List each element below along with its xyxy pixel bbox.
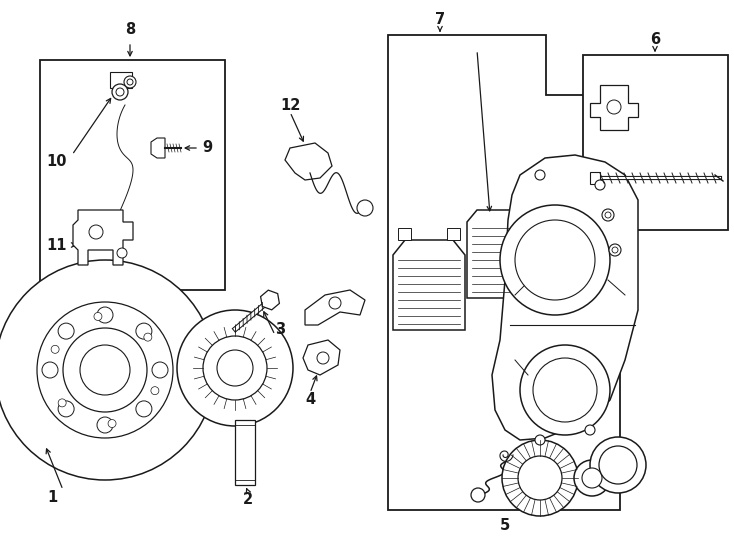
Circle shape: [574, 460, 610, 496]
Circle shape: [585, 425, 595, 435]
Text: 5: 5: [500, 518, 510, 534]
Circle shape: [136, 401, 152, 417]
Circle shape: [80, 345, 130, 395]
Circle shape: [51, 346, 59, 353]
Circle shape: [502, 440, 578, 516]
Circle shape: [329, 297, 341, 309]
Polygon shape: [590, 85, 638, 130]
Circle shape: [518, 456, 562, 500]
Circle shape: [595, 180, 605, 190]
Circle shape: [89, 225, 103, 239]
Circle shape: [117, 248, 127, 258]
Circle shape: [590, 437, 646, 493]
Circle shape: [0, 260, 215, 480]
Text: 6: 6: [650, 32, 660, 48]
Polygon shape: [467, 210, 535, 298]
Circle shape: [317, 352, 329, 364]
Bar: [110, 72, 132, 88]
Circle shape: [63, 328, 147, 412]
Circle shape: [42, 362, 58, 378]
Circle shape: [116, 88, 124, 96]
Polygon shape: [285, 143, 332, 180]
Bar: [590, 172, 600, 184]
Circle shape: [602, 209, 614, 221]
Text: 3: 3: [275, 322, 285, 338]
Text: 10: 10: [47, 154, 68, 170]
Polygon shape: [398, 228, 411, 240]
Polygon shape: [151, 138, 165, 158]
Circle shape: [471, 488, 485, 502]
Text: 8: 8: [125, 23, 135, 37]
Circle shape: [357, 200, 373, 216]
Circle shape: [607, 100, 621, 114]
Text: 12: 12: [280, 98, 300, 112]
Circle shape: [144, 333, 152, 341]
Circle shape: [97, 307, 113, 323]
Circle shape: [535, 435, 545, 445]
Circle shape: [605, 212, 611, 218]
Circle shape: [535, 170, 545, 180]
Bar: [235, 420, 255, 485]
Circle shape: [599, 446, 637, 484]
Circle shape: [612, 247, 618, 253]
Text: 7: 7: [435, 12, 445, 28]
Bar: [583, 55, 728, 230]
Circle shape: [97, 417, 113, 433]
Circle shape: [94, 313, 102, 320]
Circle shape: [151, 387, 159, 395]
Circle shape: [515, 220, 595, 300]
Polygon shape: [303, 340, 340, 375]
Polygon shape: [261, 290, 280, 310]
Polygon shape: [73, 210, 133, 265]
Polygon shape: [393, 240, 465, 330]
Circle shape: [609, 244, 621, 256]
Circle shape: [533, 358, 597, 422]
Circle shape: [58, 399, 66, 407]
Circle shape: [582, 468, 602, 488]
Text: 9: 9: [202, 140, 212, 156]
Text: 4: 4: [305, 393, 315, 408]
Circle shape: [177, 310, 293, 426]
Circle shape: [152, 362, 168, 378]
Circle shape: [203, 336, 267, 400]
Circle shape: [58, 323, 74, 339]
Circle shape: [108, 420, 116, 428]
Circle shape: [127, 79, 133, 85]
Polygon shape: [388, 35, 620, 510]
Text: 1: 1: [47, 490, 57, 505]
Text: 11: 11: [47, 238, 68, 253]
Circle shape: [37, 302, 173, 438]
Circle shape: [124, 76, 136, 88]
Circle shape: [500, 205, 610, 315]
Circle shape: [58, 401, 74, 417]
Polygon shape: [492, 155, 638, 440]
Circle shape: [112, 84, 128, 100]
Bar: [40, 60, 225, 290]
Circle shape: [136, 323, 152, 339]
Circle shape: [520, 345, 610, 435]
Circle shape: [217, 350, 253, 386]
Polygon shape: [447, 228, 460, 240]
Polygon shape: [305, 290, 365, 325]
Text: 2: 2: [243, 492, 253, 508]
